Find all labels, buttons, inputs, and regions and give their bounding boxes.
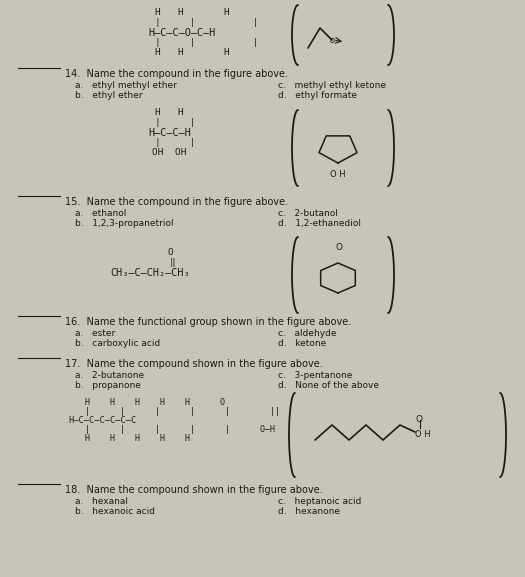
Text: b.   1,2,3-propanetriol: b. 1,2,3-propanetriol xyxy=(75,219,174,228)
Text: OH  OH: OH OH xyxy=(152,148,186,157)
Text: |     |          |: | | | xyxy=(155,18,258,27)
Text: b.   carboxylic acid: b. carboxylic acid xyxy=(75,339,160,348)
Text: H   H: H H xyxy=(155,108,184,117)
Text: H    H    H    H    H      O: H H H H H O xyxy=(85,398,225,407)
Text: |     |          |: | | | xyxy=(155,38,258,47)
Text: d.   ketone: d. ketone xyxy=(278,339,326,348)
Text: |     |: | | xyxy=(155,118,195,127)
Text: d.   1,2-ethanediol: d. 1,2-ethanediol xyxy=(278,219,361,228)
Text: a.   ethyl methyl ether: a. ethyl methyl ether xyxy=(75,81,177,90)
Text: c.   3-pentanone: c. 3-pentanone xyxy=(278,371,352,380)
Text: H–C–C–O–C–H: H–C–C–O–C–H xyxy=(148,28,215,38)
Text: c.   heptanoic acid: c. heptanoic acid xyxy=(278,497,361,506)
Text: a.   hexanal: a. hexanal xyxy=(75,497,128,506)
Text: o: o xyxy=(330,36,335,45)
Text: |     |: | | xyxy=(155,138,195,147)
Text: 14.  Name the compound in the figure above.: 14. Name the compound in the figure abov… xyxy=(65,69,288,79)
Text: CH₃–C–CH₂–CH₃: CH₃–C–CH₂–CH₃ xyxy=(110,268,190,278)
Text: a.   2-butanone: a. 2-butanone xyxy=(75,371,144,380)
Text: b.   hexanoic acid: b. hexanoic acid xyxy=(75,507,155,516)
Text: O: O xyxy=(335,243,342,252)
Text: a.   ethanol: a. ethanol xyxy=(75,209,127,218)
Text: a.   ester: a. ester xyxy=(75,329,116,338)
Text: O H: O H xyxy=(330,170,345,179)
Text: H–C–C–C–C–C–C: H–C–C–C–C–C–C xyxy=(68,416,136,425)
Text: O H: O H xyxy=(415,430,430,439)
Text: d.   ethyl formate: d. ethyl formate xyxy=(278,91,357,100)
Text: c.   methyl ethyl ketone: c. methyl ethyl ketone xyxy=(278,81,386,90)
Text: d.   hexanone: d. hexanone xyxy=(278,507,340,516)
Text: 18.  Name the compound shown in the figure above.: 18. Name the compound shown in the figur… xyxy=(65,485,323,495)
Text: H   H       H: H H H xyxy=(155,48,230,57)
Text: 16.  Name the functional group shown in the figure above.: 16. Name the functional group shown in t… xyxy=(65,317,351,327)
Text: 17.  Name the compound shown in the figure above.: 17. Name the compound shown in the figur… xyxy=(65,359,323,369)
Text: O: O xyxy=(415,415,422,424)
Text: c.   2-butanol: c. 2-butanol xyxy=(278,209,338,218)
Text: b.   propanone: b. propanone xyxy=(75,381,141,390)
Text: c.   aldehyde: c. aldehyde xyxy=(278,329,337,338)
Text: H    H    H    H    H: H H H H H xyxy=(85,434,190,443)
Text: H–C–C–H: H–C–C–H xyxy=(148,128,191,138)
Text: d.   None of the above: d. None of the above xyxy=(278,381,379,390)
Text: O: O xyxy=(168,248,174,257)
Text: ‖: ‖ xyxy=(170,258,176,267)
Text: |      |      |      |      |      O–H: | | | | | O–H xyxy=(85,425,275,434)
Text: H   H       H: H H H xyxy=(155,8,230,17)
Text: 15.  Name the compound in the figure above.: 15. Name the compound in the figure abov… xyxy=(65,197,288,207)
Text: b.   ethyl ether: b. ethyl ether xyxy=(75,91,142,100)
Text: |      |      |      |      |        ||: | | | | | || xyxy=(85,407,280,416)
